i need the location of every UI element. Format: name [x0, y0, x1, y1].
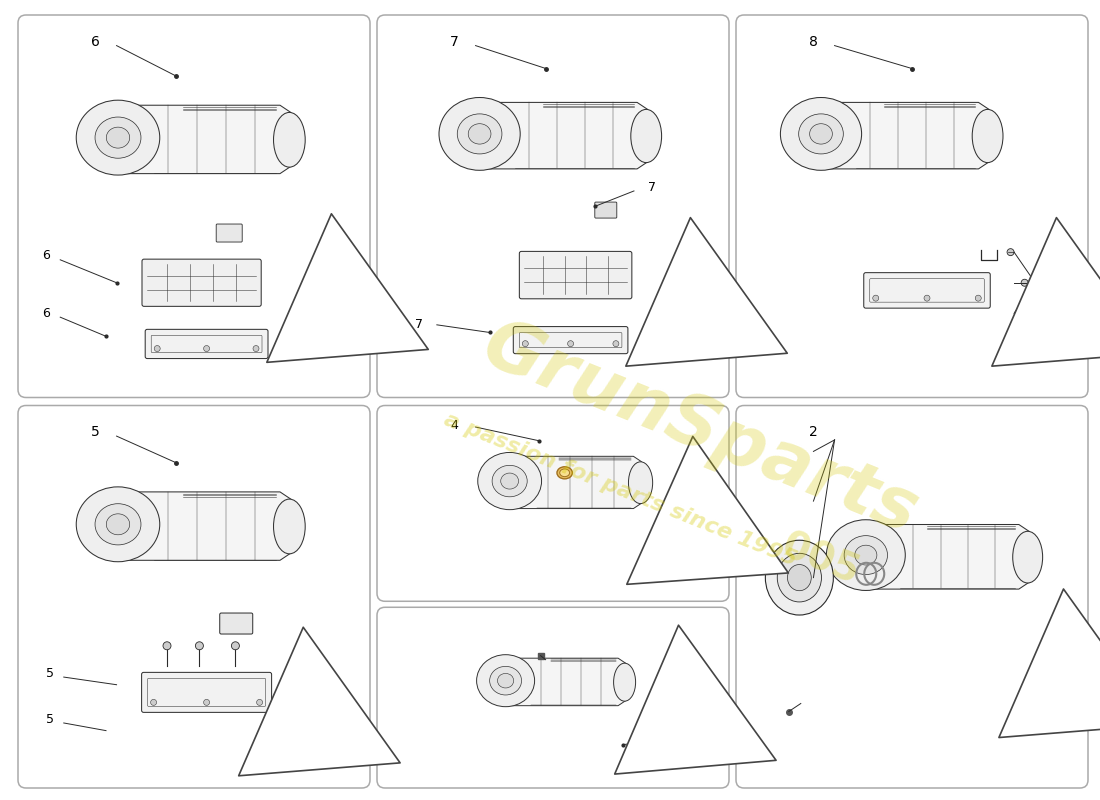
Circle shape [204, 346, 210, 351]
Ellipse shape [810, 124, 833, 144]
Ellipse shape [458, 114, 502, 154]
Text: GrunSparts: GrunSparts [472, 311, 927, 549]
Ellipse shape [476, 654, 535, 706]
Text: 7: 7 [450, 34, 459, 49]
Circle shape [613, 341, 619, 346]
Ellipse shape [557, 466, 572, 479]
Text: 5: 5 [91, 426, 100, 439]
Ellipse shape [560, 469, 570, 477]
Text: 2: 2 [810, 426, 817, 439]
Circle shape [231, 642, 240, 650]
FancyBboxPatch shape [142, 259, 261, 306]
Ellipse shape [628, 462, 652, 504]
Ellipse shape [826, 520, 905, 590]
Ellipse shape [778, 554, 822, 602]
Text: 4: 4 [451, 418, 459, 431]
Ellipse shape [107, 127, 130, 148]
Polygon shape [118, 492, 290, 560]
Ellipse shape [490, 666, 521, 695]
Ellipse shape [780, 98, 861, 170]
Ellipse shape [1013, 531, 1043, 583]
FancyBboxPatch shape [377, 406, 729, 602]
Polygon shape [821, 102, 989, 169]
Ellipse shape [855, 545, 877, 565]
Polygon shape [866, 525, 1028, 589]
FancyBboxPatch shape [145, 330, 268, 358]
Ellipse shape [630, 110, 661, 162]
Ellipse shape [469, 124, 491, 144]
Ellipse shape [614, 663, 636, 701]
FancyBboxPatch shape [514, 326, 628, 354]
FancyBboxPatch shape [736, 15, 1088, 398]
Ellipse shape [799, 114, 844, 154]
Text: 8: 8 [808, 34, 818, 49]
Ellipse shape [766, 540, 834, 615]
Text: 8: 8 [1042, 276, 1049, 290]
Text: 005: 005 [776, 527, 865, 593]
Ellipse shape [439, 98, 520, 170]
Ellipse shape [497, 674, 514, 688]
Text: 6: 6 [42, 307, 51, 320]
Circle shape [204, 699, 210, 706]
Circle shape [253, 346, 258, 351]
Polygon shape [118, 106, 290, 174]
FancyBboxPatch shape [377, 607, 729, 788]
FancyBboxPatch shape [736, 406, 1088, 788]
Circle shape [256, 699, 263, 706]
Text: 5: 5 [46, 713, 54, 726]
FancyBboxPatch shape [519, 251, 631, 299]
FancyBboxPatch shape [142, 672, 272, 712]
Polygon shape [480, 102, 648, 169]
Ellipse shape [788, 565, 812, 590]
Circle shape [1032, 310, 1038, 317]
Circle shape [196, 642, 204, 650]
Circle shape [154, 346, 161, 351]
Ellipse shape [492, 466, 527, 497]
Ellipse shape [95, 504, 141, 545]
FancyBboxPatch shape [377, 15, 729, 398]
Circle shape [1008, 249, 1014, 256]
Circle shape [924, 295, 930, 301]
Circle shape [568, 341, 573, 346]
Ellipse shape [972, 110, 1003, 162]
Circle shape [151, 699, 156, 706]
Text: 7: 7 [415, 318, 424, 331]
Ellipse shape [844, 536, 888, 574]
Ellipse shape [274, 113, 305, 167]
Text: a passion for parts since 1995: a passion for parts since 1995 [441, 410, 800, 570]
Text: 3: 3 [672, 731, 680, 744]
Ellipse shape [95, 117, 141, 158]
Text: 7: 7 [648, 181, 656, 194]
Ellipse shape [76, 487, 160, 562]
Ellipse shape [107, 514, 130, 534]
Circle shape [1021, 279, 1028, 286]
Circle shape [872, 295, 879, 301]
Polygon shape [506, 658, 626, 706]
FancyBboxPatch shape [864, 273, 990, 308]
Polygon shape [509, 456, 641, 509]
Ellipse shape [274, 499, 305, 554]
Ellipse shape [477, 453, 541, 510]
Ellipse shape [500, 473, 518, 489]
Text: 6: 6 [42, 250, 51, 262]
FancyBboxPatch shape [217, 224, 242, 242]
Circle shape [163, 642, 170, 650]
Circle shape [976, 295, 981, 301]
Text: 5: 5 [46, 666, 54, 680]
Circle shape [522, 341, 528, 346]
Text: 6: 6 [91, 34, 100, 49]
Ellipse shape [76, 100, 160, 175]
FancyBboxPatch shape [18, 15, 370, 398]
FancyBboxPatch shape [595, 202, 617, 218]
FancyBboxPatch shape [220, 613, 253, 634]
FancyBboxPatch shape [18, 406, 370, 788]
